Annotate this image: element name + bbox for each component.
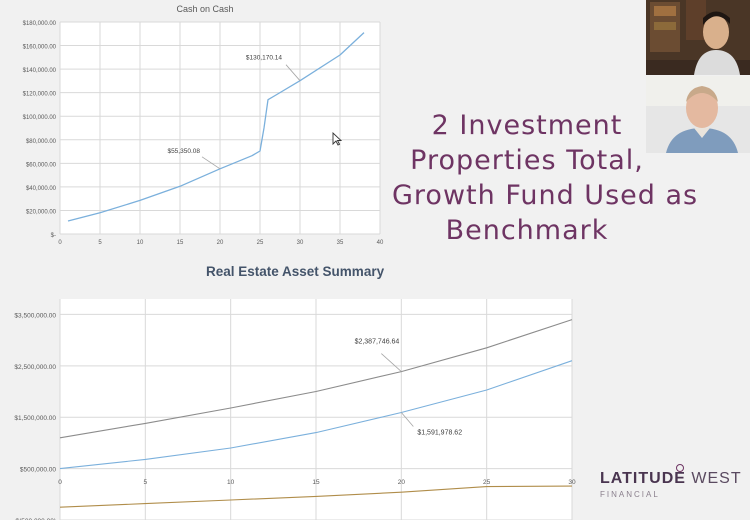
x-tick-label: 10 [227, 479, 235, 486]
latitude-west-logo: LATITUDE WEST FINANCIAL [600, 464, 742, 514]
headline-line: Benchmark [445, 215, 609, 246]
y-tick-label: $(500,000.00) [16, 518, 56, 520]
annotation-label: $1,591,978.62 [417, 429, 462, 436]
participant-video-2[interactable] [646, 76, 750, 153]
asset-summary-chart: 0 5 10 15 20 25 30 $(500,000.00) $500,000.00 $1,5… [14, 299, 576, 520]
series-line [59, 485, 573, 508]
x-tick-label: 0 [58, 240, 62, 246]
x-tick-label: 40 [377, 240, 384, 246]
annotation-leader [401, 412, 414, 427]
x-tick-label: 30 [568, 479, 576, 486]
annotation-leader [381, 353, 402, 372]
y-tick-label: $100,000.00 [23, 115, 57, 121]
annotation-label: $55,350.08 [167, 148, 200, 155]
y-tick-label: $40,000.00 [26, 186, 57, 192]
x-tick-label: 15 [312, 479, 320, 486]
logo-subtitle: FINANCIAL [600, 490, 660, 499]
series-line [59, 319, 573, 439]
annotation-label: $2,387,746.64 [355, 339, 400, 346]
x-tick-label: 20 [217, 240, 224, 246]
asset-summary-title: Real Estate Asset Summary [206, 264, 385, 279]
headline-line: 2 Investment [431, 110, 623, 141]
y-tick-label: $180,000.00 [23, 21, 57, 27]
y-tick-label: $80,000.00 [26, 139, 57, 145]
annotation-label: $130,170.14 [246, 55, 283, 62]
series-line [59, 360, 573, 470]
person-video-icon [646, 76, 750, 153]
x-tick-label: 5 [98, 240, 102, 246]
x-tick-label: 35 [337, 240, 344, 246]
slide-headline: 2 Investment Properties Total, Growth Fu… [392, 108, 699, 248]
logo-regular-word: WEST [691, 470, 742, 487]
x-tick-label: 10 [137, 240, 144, 246]
mouse-cursor-icon [332, 132, 342, 146]
y-tick-label: $2,500,000.00 [14, 364, 56, 371]
chart-title: Cash on Cash [176, 4, 233, 14]
logo-bold-word: LATITUDE [600, 470, 686, 487]
logo-ring-icon [676, 464, 684, 472]
headline-line: Growth Fund Used as [392, 180, 699, 211]
x-tick-label: 15 [177, 240, 184, 246]
series-line [67, 32, 365, 222]
x-tick-label: 25 [257, 240, 264, 246]
x-tick-label: 25 [483, 479, 491, 486]
y-tick-label: $500,000.00 [20, 467, 57, 474]
y-tick-label: $140,000.00 [23, 68, 57, 74]
x-tick-label: 30 [297, 240, 304, 246]
cash-on-cash-chart: Cash on Cash 0 5 10 15 20 25 30 35 40 $- $20,000.00… [23, 4, 384, 246]
y-tick-label: $120,000.00 [23, 92, 57, 98]
annotation-leader [285, 64, 301, 81]
y-tick-label: $3,500,000.00 [14, 312, 56, 319]
y-tick-label: $1,500,000.00 [14, 415, 56, 422]
y-tick-label: $20,000.00 [26, 209, 57, 215]
x-tick-label: 0 [58, 479, 62, 486]
person-video-icon [646, 0, 750, 75]
logo-wordmark: LATITUDE WEST [600, 470, 742, 488]
participant-video-1[interactable] [646, 0, 750, 75]
y-tick-label: $160,000.00 [23, 45, 57, 51]
x-tick-label: 20 [398, 479, 406, 486]
headline-line: Properties Total, [410, 145, 644, 176]
x-tick-label: 5 [144, 479, 148, 486]
y-tick-label: $- [51, 233, 56, 239]
annotation-leader [201, 156, 221, 170]
y-tick-label: $60,000.00 [26, 162, 57, 168]
